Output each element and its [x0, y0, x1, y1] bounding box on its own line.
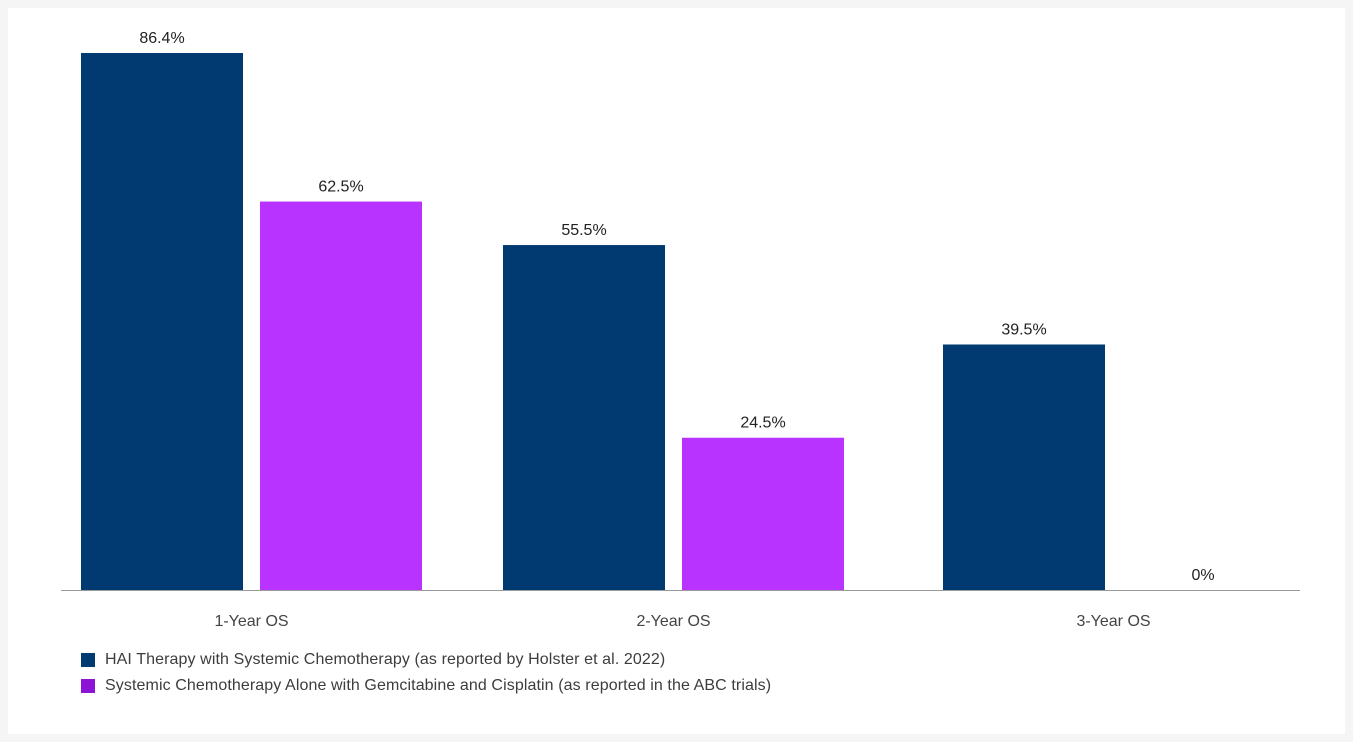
data-label: 55.5%: [561, 222, 606, 239]
bar-hai-1: [81, 53, 243, 590]
data-label: 24.5%: [740, 415, 785, 432]
legend-label: Systemic Chemotherapy Alone with Gemcita…: [105, 677, 772, 694]
legend-label: HAI Therapy with Systemic Chemotherapy (…: [105, 651, 666, 668]
data-label: 39.5%: [1001, 321, 1046, 338]
chart-legend: HAI Therapy with Systemic Chemotherapy (…: [81, 650, 771, 702]
legend-item: HAI Therapy with Systemic Chemotherapy (…: [81, 650, 771, 670]
category-label: 2-Year OS: [636, 613, 710, 630]
data-label: 86.4%: [139, 30, 184, 47]
data-label: 0%: [1191, 567, 1214, 584]
bar-systemic-1: [260, 201, 422, 590]
bar-hai-3: [943, 344, 1105, 590]
chart-frame: 86.4% 62.5% 1-Year OS 55.5% 24.5% 2-Year OS 39…: [8, 8, 1345, 734]
legend-swatch: [81, 653, 95, 667]
category-label: 3-Year OS: [1076, 613, 1150, 630]
bar-chart: 86.4% 62.5% 1-Year OS 55.5% 24.5% 2-Year OS 39…: [61, 30, 1300, 630]
legend-swatch: [81, 679, 95, 693]
bar-systemic-2: [682, 437, 844, 590]
legend-item: Systemic Chemotherapy Alone with Gemcita…: [81, 676, 771, 696]
bar-hai-2: [503, 245, 665, 591]
data-label: 62.5%: [318, 179, 363, 196]
category-label: 1-Year OS: [214, 613, 288, 630]
